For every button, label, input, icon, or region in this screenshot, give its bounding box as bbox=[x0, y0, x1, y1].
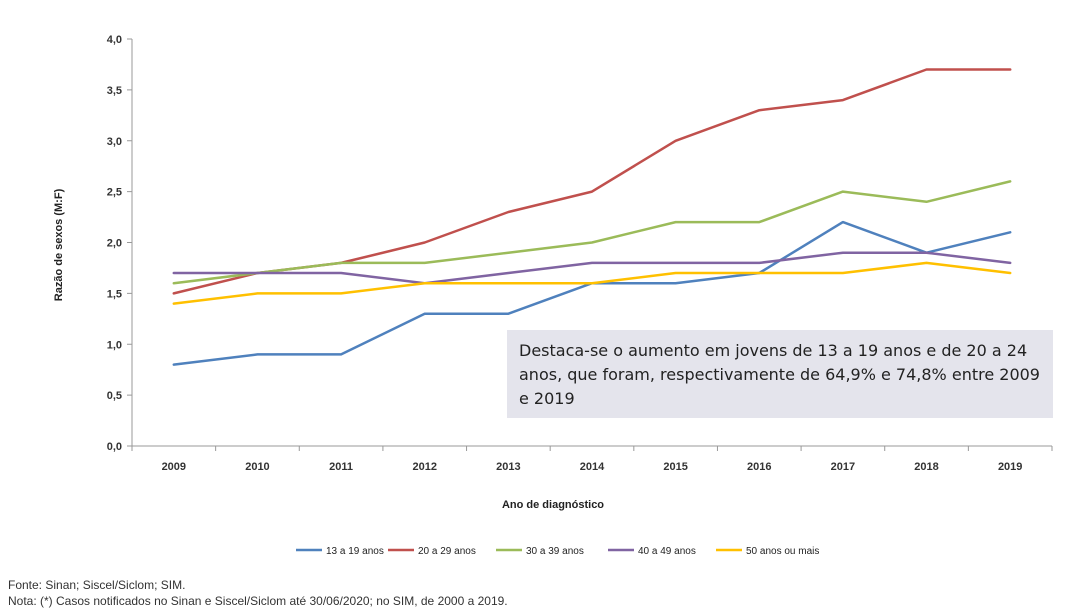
y-tick-label: 4,0 bbox=[107, 34, 122, 46]
series-layer bbox=[172, 68, 1012, 366]
legend-label: 13 a 19 anos bbox=[326, 546, 384, 557]
x-tick-label: 2010 bbox=[245, 461, 269, 473]
series-line bbox=[172, 68, 1012, 295]
x-tick-label: 2019 bbox=[998, 461, 1022, 473]
y-axis: 0,0 0,5 1,0 1,5 2,0 2,5 3,0 3,5 4,0 bbox=[107, 34, 133, 453]
legend-label: 50 anos ou mais bbox=[746, 546, 819, 557]
y-tick-label: 0,0 bbox=[107, 441, 122, 453]
legend-label: 40 a 49 anos bbox=[638, 546, 696, 557]
x-tick-label: 2013 bbox=[496, 461, 520, 473]
y-tick-label: 0,5 bbox=[107, 390, 122, 402]
x-tick-label: 2016 bbox=[747, 461, 771, 473]
x-tick-label: 2011 bbox=[329, 461, 353, 473]
annotation-box: Destaca-se o aumento em jovens de 13 a 1… bbox=[507, 330, 1053, 418]
legend-label: 20 a 29 anos bbox=[418, 546, 476, 557]
x-axis-title: Ano de diagnóstico bbox=[502, 499, 604, 511]
y-axis-title: Razão de sexos (M:F) bbox=[53, 188, 65, 301]
legend: 13 a 19 anos 20 a 29 anos 30 a 39 anos 40 a… bbox=[296, 546, 819, 557]
x-tick-label: 2017 bbox=[831, 461, 855, 473]
legend-label: 30 a 39 anos bbox=[526, 546, 584, 557]
x-tick-label: 2018 bbox=[914, 461, 938, 473]
x-tick-label: 2015 bbox=[663, 461, 687, 473]
y-tick-label: 1,5 bbox=[107, 288, 122, 300]
footnote: Nota: (*) Casos notificados no Sinan e S… bbox=[8, 594, 508, 608]
series-line bbox=[172, 251, 1012, 285]
y-tick-label: 2,0 bbox=[107, 238, 122, 250]
x-tick-label: 2014 bbox=[580, 461, 605, 473]
series-line bbox=[172, 261, 1012, 305]
y-tick-label: 3,0 bbox=[107, 136, 122, 148]
x-tick-label: 2009 bbox=[162, 461, 186, 473]
source-note: Fonte: Sinan; Siscel/Siclom; SIM. bbox=[8, 578, 186, 592]
y-tick-label: 3,5 bbox=[107, 85, 122, 97]
x-tick-label: 2012 bbox=[412, 461, 436, 473]
y-tick-label: 1,0 bbox=[107, 339, 122, 351]
x-axis: 2009 2010 2011 2012 2013 2014 2015 2016 2017 2018… bbox=[131, 445, 1053, 473]
y-tick-label: 2,5 bbox=[107, 187, 122, 199]
series-line bbox=[172, 180, 1012, 285]
